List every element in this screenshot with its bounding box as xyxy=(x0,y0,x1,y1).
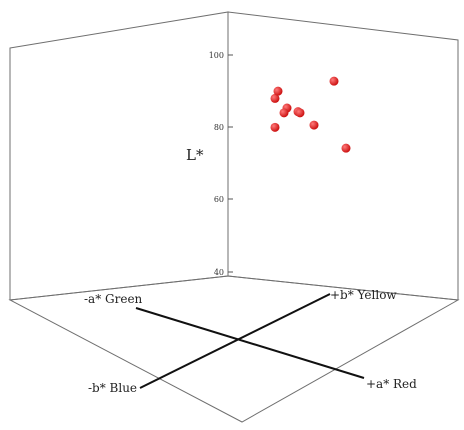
data-point xyxy=(295,108,305,118)
data-point xyxy=(270,122,280,132)
neg-b-axis-label: -b* Blue xyxy=(88,381,137,395)
right-back-wall xyxy=(227,11,459,301)
data-point xyxy=(273,86,283,96)
data-points xyxy=(270,76,351,153)
data-point xyxy=(309,120,319,130)
pos-b-axis-label: +b* Yellow xyxy=(330,288,397,302)
floor-plane xyxy=(8,275,460,423)
data-point xyxy=(270,93,280,103)
z-tick-label: 80 xyxy=(214,123,224,132)
data-point xyxy=(279,108,289,118)
z-tick-label: 100 xyxy=(209,51,224,60)
b-axis-line xyxy=(139,293,331,389)
pos-a-axis-label: +a* Red xyxy=(366,377,417,391)
z-tick-label: 60 xyxy=(214,195,224,204)
l-axis: 40 60 80 100 xyxy=(209,51,233,277)
l-axis-label: L* xyxy=(186,146,204,164)
a-axis-line xyxy=(135,307,365,379)
neg-a-axis-label: -a* Green xyxy=(84,292,143,306)
z-tick-label: 40 xyxy=(214,268,224,277)
data-point xyxy=(341,143,351,153)
data-point xyxy=(329,76,339,86)
